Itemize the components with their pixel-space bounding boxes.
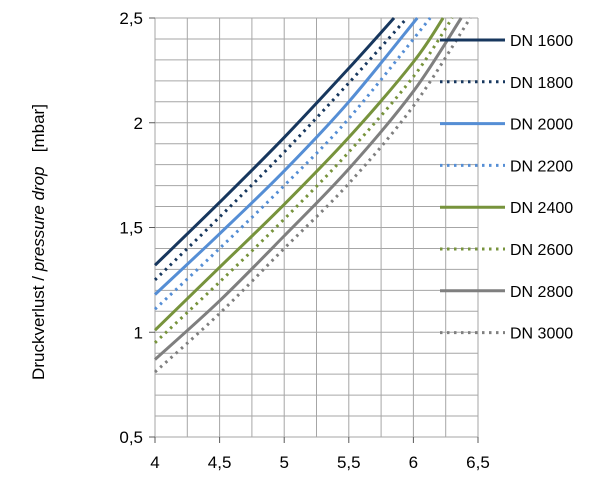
y-axis-label-part-3: [mbar] (29, 104, 48, 166)
x-tick-label: 4 (150, 453, 159, 472)
y-tick-label: 1 (134, 323, 143, 342)
series-line-6 (153, 17, 454, 344)
y-tick-label: 2 (134, 114, 143, 133)
x-tick-label: 6 (409, 453, 418, 472)
legend-label-7: DN 2800 (510, 284, 573, 301)
series-line-7 (153, 17, 463, 361)
x-tick-labels: 4 4,5 5 5,5 6 6,5 (150, 453, 490, 472)
x-tick-label: 4,5 (208, 453, 232, 472)
legend: DN 1600 DN 1800 DN 2000 DN 2200 DN 2400 DN 26… (440, 33, 573, 343)
legend-label-8: DN 3000 (510, 326, 573, 343)
y-axis-label: Druckverlust / pressure drop [mbar] (29, 104, 48, 380)
y-axis-label-part-2: pressure drop (29, 166, 48, 272)
y-tick-label: 2,5 (119, 9, 143, 28)
legend-label-1: DN 1600 (510, 33, 573, 50)
series-line-8 (153, 17, 472, 374)
legend-label-2: DN 1800 (510, 75, 573, 92)
y-tick-labels: 0,5 1 1,5 2 2,5 (119, 9, 143, 447)
legend-label-4: DN 2200 (510, 158, 573, 175)
legend-label-5: DN 2400 (510, 200, 573, 217)
y-tick-label: 0,5 (119, 428, 143, 447)
series-lines (153, 16, 472, 374)
x-tick-label: 6,5 (466, 453, 490, 472)
series-line-5 (153, 17, 445, 332)
series-line-1 (153, 16, 396, 267)
grid (149, 17, 479, 443)
y-tick-label: 1,5 (119, 219, 143, 238)
legend-label-6: DN 2600 (510, 242, 573, 259)
series-line-3 (153, 17, 419, 296)
x-tick-label: 5 (279, 453, 288, 472)
y-axis-label-part-1: Druckverlust / (29, 271, 48, 380)
x-tick-label: 5,5 (337, 453, 361, 472)
legend-label-3: DN 2000 (510, 117, 573, 134)
